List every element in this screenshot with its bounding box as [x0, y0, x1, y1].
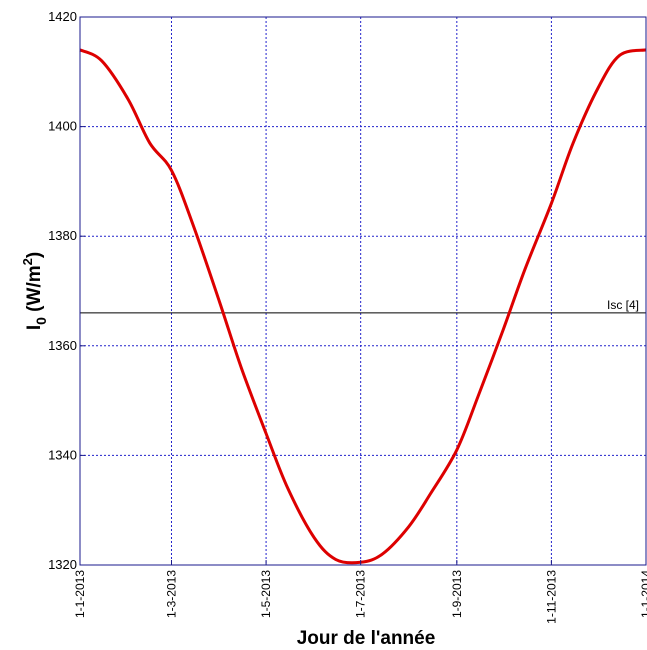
y-tick-label: 1400: [48, 119, 77, 134]
y-title-subscript: 0: [33, 317, 49, 325]
y-tick-label: 1420: [48, 9, 77, 24]
x-tick-label: 1-3-2013: [164, 570, 178, 618]
x-tick-label: 1-7-2013: [354, 570, 368, 618]
y-axis-ticks: 1320 1340 1360 1380 1400 1420: [48, 9, 85, 572]
y-title-main: I: [24, 325, 45, 330]
plot-area: [80, 17, 646, 565]
y-title-close: ): [24, 252, 45, 258]
x-axis-ticks: 1-1-2013 1-3-2013 1-5-2013 1-7-2013 1-9-2013…: [73, 560, 647, 624]
reference-line-label: Isc [4]: [607, 298, 639, 312]
x-tick-label: 1-1-2014: [639, 570, 647, 618]
y-axis-title: I0 (W/m2): [20, 252, 49, 330]
x-axis-title: Jour de l'année: [297, 628, 436, 649]
x-tick-label: 1-5-2013: [259, 570, 273, 618]
y-title-superscript: 2: [20, 258, 35, 265]
y-tick-label: 1320: [48, 557, 77, 572]
x-tick-label: 1-11-2013: [544, 570, 558, 624]
y-tick-label: 1340: [48, 447, 77, 462]
y-tick-label: 1360: [48, 338, 77, 353]
y-title-unit: (W/m: [24, 265, 45, 317]
y-tick-label: 1380: [48, 228, 77, 243]
x-tick-label: 1-1-2013: [73, 570, 87, 618]
grid: [80, 17, 646, 565]
plot-frame: [79, 16, 647, 566]
x-tick-label: 1-9-2013: [450, 570, 464, 618]
